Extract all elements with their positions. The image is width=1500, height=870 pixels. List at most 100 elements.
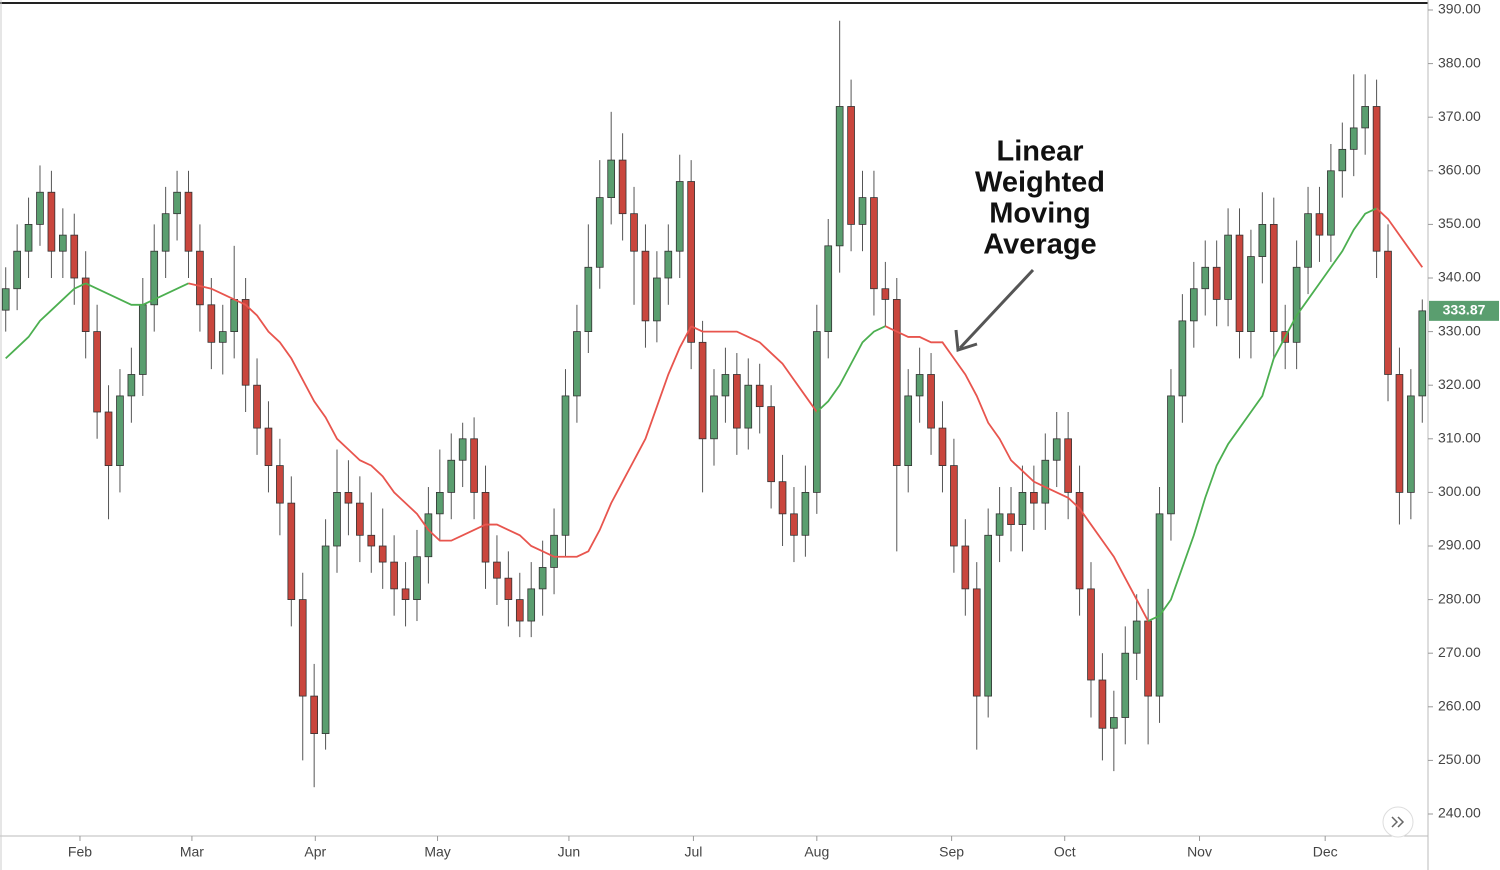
candle-body xyxy=(253,384,261,429)
candle-body xyxy=(378,545,387,563)
candle-body xyxy=(915,374,924,397)
candle-body xyxy=(424,513,433,558)
candle-body xyxy=(881,288,890,300)
candle-body xyxy=(104,411,113,466)
y-tick-label: 380.00 xyxy=(1438,54,1481,70)
candle-body xyxy=(778,481,787,515)
candle-body xyxy=(1132,620,1141,654)
x-tick-label: Jun xyxy=(558,844,581,860)
candle-body xyxy=(995,513,1004,536)
candle-body xyxy=(607,159,616,199)
candle-body xyxy=(390,561,398,590)
candle-body xyxy=(892,299,901,467)
candle-body xyxy=(961,545,970,590)
candle-body xyxy=(1201,266,1210,290)
candle-body xyxy=(401,588,410,601)
y-tick-label: 270.00 xyxy=(1438,644,1481,660)
candle-body xyxy=(1098,679,1107,729)
candle-body xyxy=(950,465,958,547)
candle-body xyxy=(1372,106,1381,252)
y-tick-label: 330.00 xyxy=(1438,322,1481,338)
candle-body xyxy=(1384,250,1392,375)
moving-average-line xyxy=(1147,207,1377,622)
candle-body xyxy=(264,427,273,466)
annotation-arrow xyxy=(954,268,1035,352)
candle-body xyxy=(1224,234,1232,300)
candle-body xyxy=(721,374,730,397)
x-tick-label: Dec xyxy=(1313,844,1338,860)
annotation-text: Moving xyxy=(989,198,1091,230)
candle-body xyxy=(858,197,867,225)
candle-body xyxy=(241,299,250,386)
candle-body xyxy=(972,588,981,697)
y-tick-label: 370.00 xyxy=(1438,108,1481,124)
y-tick-label: 390.00 xyxy=(1438,1,1481,17)
candle-body xyxy=(527,588,536,622)
candle-body xyxy=(870,197,878,290)
annotation-text: Linear xyxy=(996,136,1083,168)
candle-body xyxy=(310,695,318,735)
candle-body xyxy=(24,223,33,252)
y-tick-label: 260.00 xyxy=(1438,698,1481,714)
candle-body xyxy=(550,534,558,568)
candle-body xyxy=(538,567,547,590)
candle-body xyxy=(207,304,216,343)
candle-body xyxy=(618,159,627,215)
candle-body xyxy=(196,250,204,306)
y-tick-label: 310.00 xyxy=(1438,430,1481,446)
candle-body xyxy=(1315,213,1324,236)
last-price-box xyxy=(1429,300,1499,321)
candle-body xyxy=(927,374,935,429)
candle-body xyxy=(1395,374,1404,493)
candle-body xyxy=(664,250,673,279)
candles xyxy=(1,20,1427,788)
candle-body xyxy=(344,491,353,504)
candle-body xyxy=(790,513,798,536)
x-tick-label: Aug xyxy=(804,844,829,860)
annotation-text: Weighted xyxy=(975,167,1105,199)
candle-body xyxy=(1041,459,1050,504)
candle-body xyxy=(1247,256,1255,332)
candle-body xyxy=(1030,491,1038,504)
scroll-button[interactable] xyxy=(1382,806,1414,838)
candle-body xyxy=(81,277,90,332)
candle-body xyxy=(767,406,775,483)
x-tick-label: Apr xyxy=(304,844,326,860)
x-tick-label: Mar xyxy=(180,844,204,860)
candle-body xyxy=(333,491,341,547)
moving-average-line xyxy=(85,282,189,306)
y-tick-label: 340.00 xyxy=(1438,269,1481,285)
candle-body xyxy=(1304,213,1312,268)
candle-body xyxy=(59,234,67,252)
y-tick-label: 250.00 xyxy=(1438,751,1481,767)
candle-body xyxy=(1292,266,1301,343)
candle-body xyxy=(116,395,124,467)
candle-body xyxy=(321,545,330,735)
y-tick-label: 300.00 xyxy=(1438,483,1481,499)
y-tick-label: 350.00 xyxy=(1438,215,1481,231)
candle-body xyxy=(447,459,456,493)
candle-body xyxy=(744,384,753,429)
candle-body xyxy=(630,213,638,252)
candle-body xyxy=(801,491,810,536)
candle-body xyxy=(173,191,181,215)
candle-body xyxy=(93,331,101,413)
candle-body xyxy=(904,395,913,467)
moving-average-line xyxy=(884,325,1149,622)
y-tick-label: 240.00 xyxy=(1438,805,1481,821)
candle-body xyxy=(1110,717,1118,729)
candle-body xyxy=(733,374,741,429)
candle-body xyxy=(938,427,947,466)
x-tick-label: May xyxy=(424,844,450,860)
y-tick-label: 320.00 xyxy=(1438,376,1481,392)
candle-body xyxy=(698,341,707,440)
candle-body xyxy=(1178,320,1187,397)
candle-body xyxy=(184,191,193,252)
candle-body xyxy=(36,191,44,225)
candle-body xyxy=(755,384,764,408)
candle-body xyxy=(1338,148,1347,172)
candle-body xyxy=(641,250,650,322)
candle-body xyxy=(287,502,296,600)
candle-body xyxy=(1075,491,1084,590)
candle-body xyxy=(675,181,684,252)
